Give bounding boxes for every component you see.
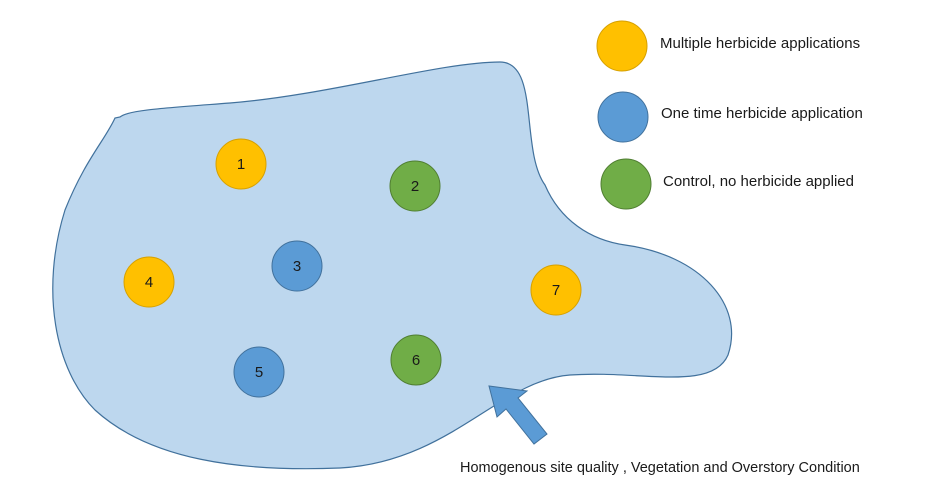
plot-5: 5 xyxy=(233,346,285,398)
legend-label-multiple: Multiple herbicide applications xyxy=(660,35,861,52)
legend-swatch-one-time xyxy=(597,91,649,143)
plot-number: 5 xyxy=(255,364,263,381)
plot-number: 7 xyxy=(552,282,560,299)
legend-swatch-multiple xyxy=(596,20,648,72)
plot-circle xyxy=(123,256,175,308)
plot-number: 3 xyxy=(293,258,301,275)
plot-4: 4 xyxy=(123,256,175,308)
plot-number: 6 xyxy=(412,352,420,369)
plot-3: 3 xyxy=(271,240,323,292)
plot-circle xyxy=(530,264,582,316)
plot-number: 2 xyxy=(411,178,419,195)
legend-swatch-control xyxy=(600,158,652,210)
plot-2: 2 xyxy=(389,160,441,212)
plot-circle xyxy=(390,334,442,386)
site-arrow xyxy=(488,385,548,445)
plot-circle xyxy=(271,240,323,292)
plot-number: 1 xyxy=(237,156,245,173)
plot-circle xyxy=(389,160,441,212)
plot-6: 6 xyxy=(390,334,442,386)
legend-label-control: Control, no herbicide applied xyxy=(663,173,854,190)
arrow-icon xyxy=(488,385,548,445)
legend-label-one-time: One time herbicide application xyxy=(661,105,863,122)
plot-circle xyxy=(215,138,267,190)
legend-layer xyxy=(596,20,652,210)
plot-circle xyxy=(233,346,285,398)
plot-number: 4 xyxy=(145,274,153,291)
plot-7: 7 xyxy=(530,264,582,316)
plots-layer: 1 2 3 4 5 6 7 xyxy=(123,138,582,398)
plot-1: 1 xyxy=(215,138,267,190)
site-caption: Homogenous site quality , Vegetation and… xyxy=(460,460,860,476)
